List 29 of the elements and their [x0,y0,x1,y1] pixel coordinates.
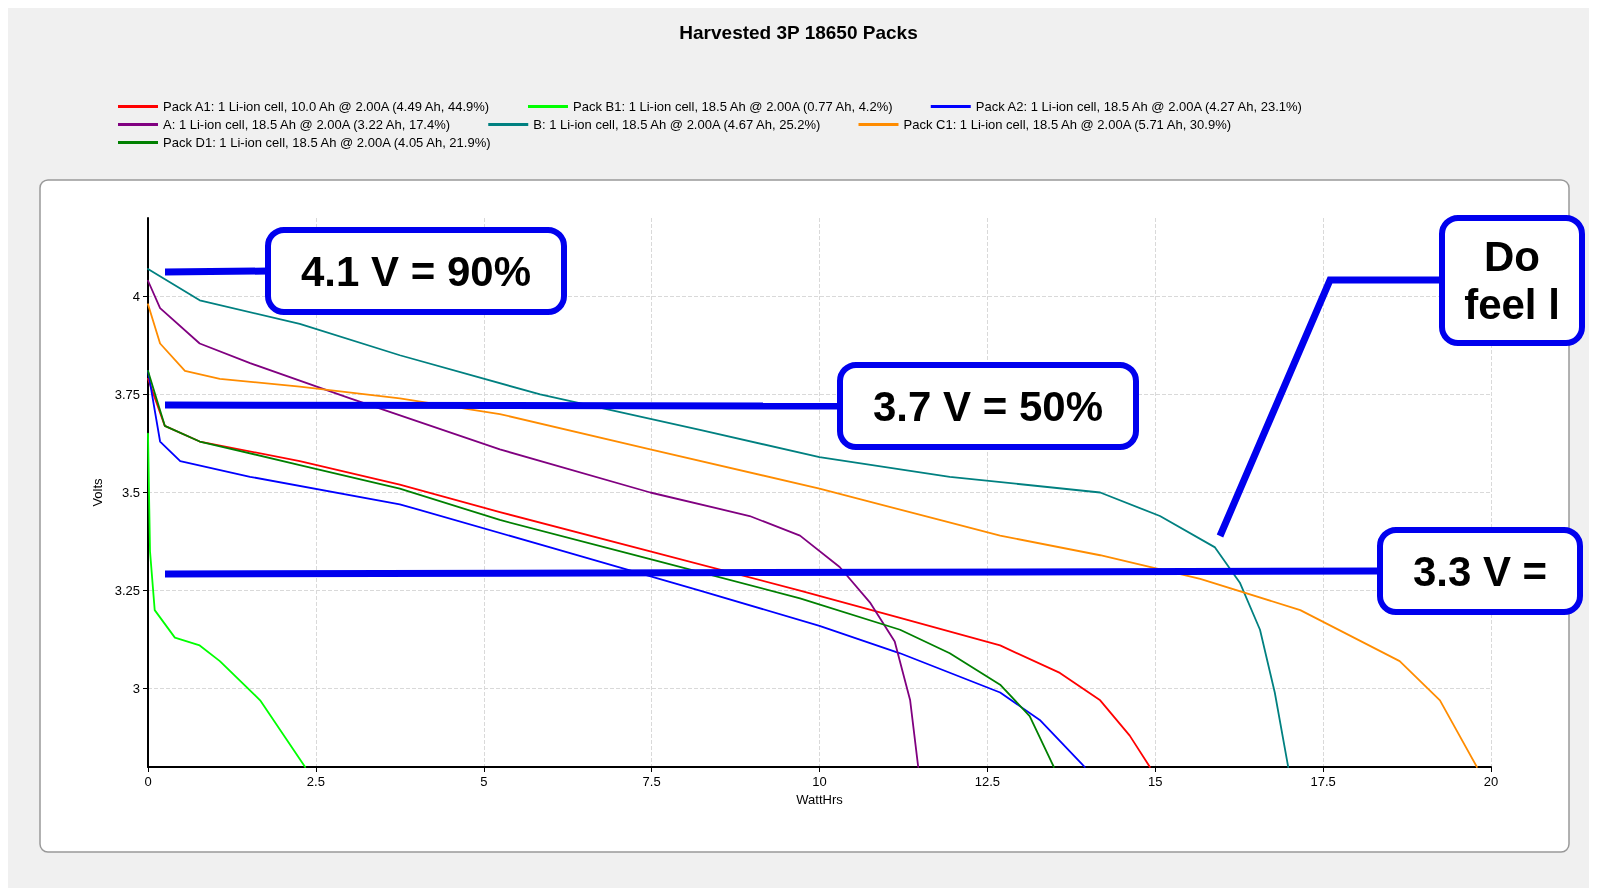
chart-subtitle: Harvested 3P 18650 Packs [679,22,918,43]
annotation: 3.7 V = 50% [873,382,1103,430]
x-tick-label: 7.5 [642,774,661,789]
y-tick-label: 4 [132,288,140,304]
x-tick-label: 5 [480,774,488,789]
legend-label: B: 1 Li-ion cell, 18.5 Ah @ 2.00A (4.67 Ah, 25.2%) [533,117,821,132]
y-axis-title: Volts [89,477,105,507]
legend-label: Pack C1: 1 Li-ion cell, 18.5 Ah @ 2.00A (5.71 Ah, 30.9%) [903,117,1232,132]
legend-label: A: 1 Li-ion cell, 18.5 Ah @ 2.00A (3.22 Ah, 17.4%) [163,117,451,132]
line-series [147,432,307,768]
annotation: Do feel l [1464,233,1560,328]
legend-label: Pack D1: 1 Li-ion cell, 18.5 Ah @ 2.00A (4.05 Ah, 21.9%) [163,135,491,150]
x-tick-label: 17.5 [1310,774,1336,789]
legend-label: Pack A2: 1 Li-ion cell, 18.5 Ah @ 2.00A (4.27 Ah, 23.1%) [975,99,1302,114]
x-tick-label: 20 [1483,774,1499,789]
y-tick-label: 3.75 [114,386,140,402]
x-axis-title: WattHrs [796,791,844,807]
x-tick-label: 0 [144,774,152,789]
annotation: 3.3 V = [1412,547,1548,595]
annotation: 4.1 V = 90% [301,247,531,295]
legend-label: Pack B1: 1 Li-ion cell, 18.5 Ah @ 2.00A (0.77 Ah, 4.2%) [572,99,893,114]
x-tick-label: 10 [812,774,827,789]
y-tick-label: 3 [132,681,140,697]
x-tick-label: 12.5 [974,774,1001,789]
y-tick-label: 3.5 [121,485,140,500]
y-tick-label: 3.25 [114,583,140,599]
x-tick-label: 2.5 [306,774,325,789]
legend-label: Pack A1: 1 Li-ion cell, 10.0 Ah @ 2.00A (4.49 Ah, 44.9%) [163,99,490,114]
x-tick-label: 15 [1148,774,1163,789]
